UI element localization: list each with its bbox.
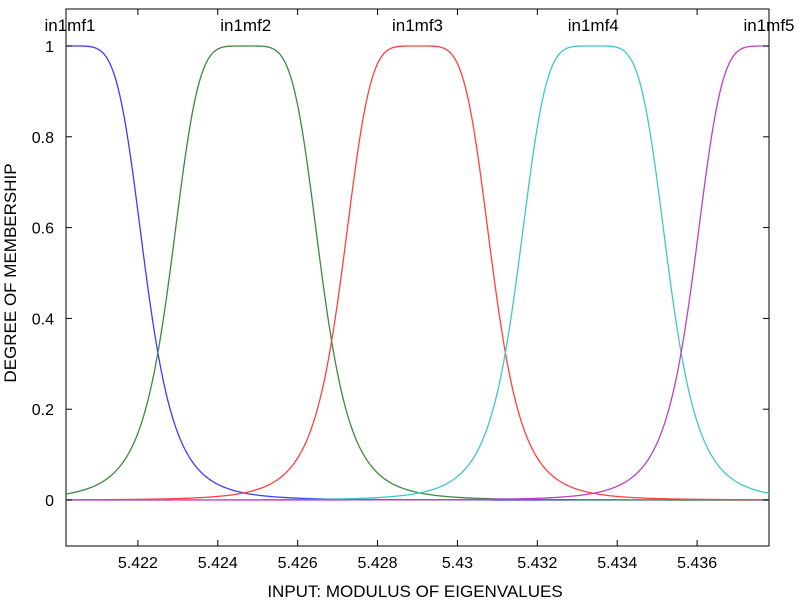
curve-label-in1mf4: in1mf4: [568, 16, 619, 35]
y-tick-label: 0: [45, 493, 54, 510]
series-line-in1mf4: [66, 45, 769, 501]
x-tick-label: 5.426: [278, 555, 318, 572]
x-axis-ticks: 5.422 5.424 5.426 5.428 5.43 5.432 5.434 5.436: [118, 9, 717, 572]
x-tick-label: 5.428: [358, 555, 398, 572]
y-axis-label: DEGREE OF MEMBERSHIP: [1, 163, 20, 382]
curve-label-in1mf5: in1mf5: [743, 16, 794, 35]
y-tick-label: 0.6: [32, 221, 54, 238]
x-tick-label: 5.434: [597, 555, 637, 572]
series-line-in1mf3: [66, 45, 769, 501]
plot-frame: [65, 8, 770, 547]
y-tick-label: 1: [45, 39, 54, 56]
curve-label-in1mf2: in1mf2: [220, 16, 271, 35]
plot-area: [65, 8, 770, 547]
curve-label-in1mf1: in1mf1: [44, 16, 95, 35]
curve-labels: in1mf1 in1mf2 in1mf3 in1mf4 in1mf5: [44, 16, 794, 35]
y-axis-ticks: 0 0.2 0.4 0.6 0.8 1: [32, 39, 769, 510]
series-line-in1mf5: [66, 45, 769, 501]
x-axis-label: INPUT: MODULUS OF EIGENVALUES: [267, 582, 562, 600]
x-tick-label: 5.43: [442, 555, 473, 572]
y-tick-label: 0.8: [32, 130, 54, 147]
x-tick-label: 5.432: [517, 555, 557, 572]
y-tick-label: 0.4: [32, 311, 54, 328]
x-tick-label: 5.424: [198, 555, 238, 572]
series-line-in1mf1: [66, 45, 769, 501]
x-tick-label: 5.436: [677, 555, 717, 572]
curve-label-in1mf3: in1mf3: [392, 16, 443, 35]
series-lines: [66, 45, 769, 501]
series-line-in1mf2: [66, 45, 769, 501]
y-tick-label: 0.2: [32, 402, 54, 419]
x-tick-label: 5.422: [118, 555, 158, 572]
